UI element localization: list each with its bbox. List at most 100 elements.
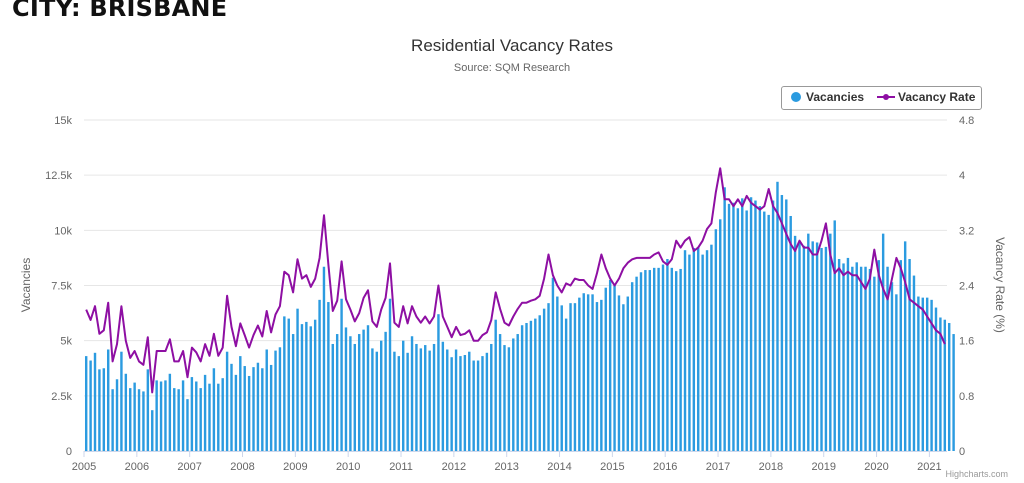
vacancies-bar [890,282,894,451]
vacancies-bar [626,296,629,451]
vacancies-bar [362,329,365,451]
vacancies-bar [886,266,889,451]
vacancies-bar [124,373,128,451]
chart-title: Residential Vacancy Rates [411,36,613,55]
vacancies-bar [212,368,216,451]
vacancies-bar [648,270,652,451]
vacancies-bar [534,318,537,451]
y-left-tick-label: 2.5k [51,391,72,403]
vacancies-bar [705,250,709,451]
vacancies-bar [666,259,669,451]
vacancies-bar [164,380,167,451]
vacancies-bar [912,275,916,451]
y-left-tick-label: 12.5k [45,170,72,182]
vacancies-bar [749,197,753,451]
vacancies-bar [371,348,374,451]
vacancies-bar [485,352,489,451]
vacancies-bar [793,235,797,451]
vacancies-bar [313,319,317,451]
vacancies-bar [807,233,810,451]
vacancies-bar [300,324,304,451]
vacancies-bar [622,304,625,451]
vacancies-bar [208,383,211,451]
x-tick-label: 2014 [547,461,571,473]
vacancies-bar [815,242,819,451]
vacancies-bar [84,356,88,451]
vacancies-bar [613,285,616,451]
vacancies-bar [582,293,585,451]
vacancies-bar [410,336,414,451]
vacancies-bar [89,360,92,451]
vacancies-bar [556,296,559,451]
vacancies-bar [115,379,119,451]
vacancies-bar [551,277,555,451]
vacancies-bar [296,308,299,451]
vacancies-bar [829,233,832,451]
vacancies-bar [820,247,823,451]
x-tick-label: 2015 [600,461,624,473]
x-tick-label: 2013 [494,461,518,473]
vacancies-bar [903,241,907,451]
vacancies-bar [481,356,484,451]
vacancies-bar [137,389,141,451]
vacancies-bar [318,299,321,451]
vacancies-bar [670,267,674,451]
vacancies-bar [239,356,242,451]
vacancies-bar [692,247,696,451]
vacancies-bar [525,323,528,451]
vacancies-bar [146,369,150,451]
vacancies-bar [111,389,114,451]
vacancies-bar [630,282,634,451]
vacancies-bar [657,267,660,451]
vacancies-bar [357,334,361,451]
vacancies-bar [877,260,880,451]
x-tick-label: 2012 [442,461,466,473]
vacancies-bar [895,294,898,451]
vacancies-bar [419,348,423,451]
vacancies-bar [512,338,515,451]
x-tick-label: 2010 [336,461,360,473]
y-left-tick-label: 10k [54,225,72,237]
vacancies-bar [406,352,409,451]
vacancies-bar [133,382,136,451]
vacancies-bar [529,320,533,451]
vacancies-bar [595,302,599,451]
y-left-tick-label: 15k [54,115,72,127]
vacancies-bar [142,391,145,451]
x-tick-label: 2009 [283,461,307,473]
vacancies-bar [868,268,872,451]
vacancies-bar [771,200,775,451]
vacancies-bar [503,345,506,451]
vacancies-bar [701,254,704,451]
vacancies-bar [688,254,691,451]
vacancies-bar [340,298,343,451]
vacancies-bar [177,389,180,451]
vacancies-bar [864,266,867,451]
vacancies-bar [617,295,621,451]
vacancies-bar [833,220,836,451]
y-right-tick-label: 1.6 [959,336,974,348]
vacancies-bar [168,373,172,451]
vacancies-bar [899,260,902,451]
vacancies-bar [424,345,427,451]
vacancies-bar [917,296,920,451]
highcharts-credits[interactable]: Highcharts.com [945,469,1008,479]
vacancies-bar [278,347,282,451]
vacancies-bar [767,214,770,451]
x-tick-label: 2017 [706,461,730,473]
vacancies-bar [388,298,392,451]
vacancies-bar [344,327,348,451]
vacancies-bar [375,351,379,451]
vacancies-bar [943,319,947,451]
vacancies-bar [199,388,202,451]
vacancies-bar [824,246,828,451]
vacancies-bar [159,381,163,451]
vacancies-bar [873,276,876,451]
vacancies-bar [287,318,290,451]
legend-item-vacancies[interactable]: Vacancies [790,90,864,104]
vacancies-bar [437,314,440,451]
legend-item-vacancy-rate[interactable]: Vacancy Rate [877,90,975,104]
vacancies-bar [243,366,246,451]
vacancies-bar [736,208,740,451]
vacancies-bar [309,326,312,451]
